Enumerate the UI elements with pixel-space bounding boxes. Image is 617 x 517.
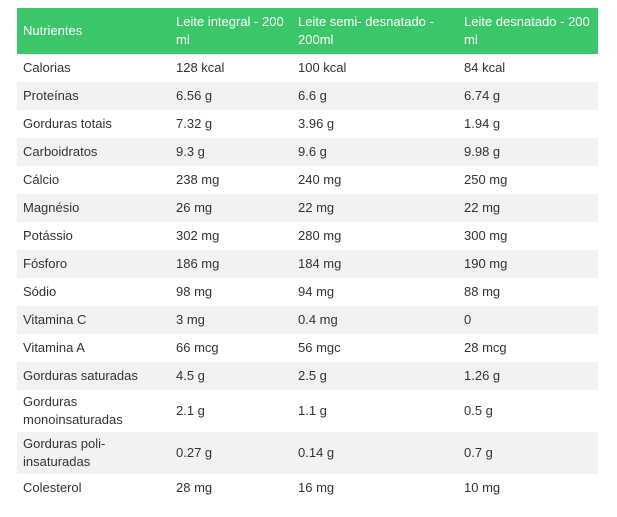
table-row: Carboidratos 9.3 g 9.6 g 9.98 g — [17, 138, 598, 166]
value-desnatado: 9.98 g — [458, 138, 598, 166]
value-semi-desnatado: 184 mg — [292, 250, 458, 278]
value-desnatado: 0.5 g — [458, 390, 598, 432]
value-desnatado: 10 mg — [458, 474, 598, 502]
value-semi-desnatado: 1.1 g — [292, 390, 458, 432]
value-desnatado: 1.94 g — [458, 110, 598, 138]
value-semi-desnatado: 0.14 g — [292, 432, 458, 474]
value-integral: 2.1 g — [170, 390, 292, 432]
nutrient-name: Gorduras poli-insaturadas — [17, 432, 170, 474]
value-integral: 128 kcal — [170, 54, 292, 82]
value-integral: 3 mg — [170, 306, 292, 334]
value-integral: 186 mg — [170, 250, 292, 278]
nutrient-name: Gorduras saturadas — [17, 362, 170, 390]
value-semi-desnatado: 56 mgc — [292, 334, 458, 362]
value-semi-desnatado: 6.6 g — [292, 82, 458, 110]
nutrient-name: Colesterol — [17, 474, 170, 502]
value-desnatado: 84 kcal — [458, 54, 598, 82]
table-body: Calorias 128 kcal 100 kcal 84 kcal Prote… — [17, 54, 598, 502]
header-leite-semi-desnatado: Leite semi- desnatado - 200ml — [292, 8, 458, 54]
value-integral: 4.5 g — [170, 362, 292, 390]
nutrition-comparison-table: Nutrientes Leite integral - 200 ml Leite… — [17, 8, 598, 502]
table-row: Vitamina C 3 mg 0.4 mg 0 — [17, 306, 598, 334]
value-desnatado: 0.7 g — [458, 432, 598, 474]
value-semi-desnatado: 0.4 mg — [292, 306, 458, 334]
table-row: Gorduras poli-insaturadas 0.27 g 0.14 g … — [17, 432, 598, 474]
nutrient-name: Proteínas — [17, 82, 170, 110]
value-semi-desnatado: 3.96 g — [292, 110, 458, 138]
header-nutrientes: Nutrientes — [17, 8, 170, 54]
nutrient-name: Cálcio — [17, 166, 170, 194]
value-semi-desnatado: 9.6 g — [292, 138, 458, 166]
value-desnatado: 28 mcg — [458, 334, 598, 362]
table-row: Gorduras totais 7.32 g 3.96 g 1.94 g — [17, 110, 598, 138]
table-row: Magnésio 26 mg 22 mg 22 mg — [17, 194, 598, 222]
nutrient-name: Gorduras totais — [17, 110, 170, 138]
value-desnatado: 0 — [458, 306, 598, 334]
value-desnatado: 22 mg — [458, 194, 598, 222]
value-desnatado: 88 mg — [458, 278, 598, 306]
value-desnatado: 250 mg — [458, 166, 598, 194]
value-integral: 26 mg — [170, 194, 292, 222]
table-header: Nutrientes Leite integral - 200 ml Leite… — [17, 8, 598, 54]
nutrient-name: Fósforo — [17, 250, 170, 278]
nutrition-table-container: Nutrientes Leite integral - 200 ml Leite… — [17, 8, 598, 502]
table-row: Gorduras monoinsaturadas 2.1 g 1.1 g 0.5… — [17, 390, 598, 432]
nutrient-name: Sódio — [17, 278, 170, 306]
nutrient-name: Vitamina C — [17, 306, 170, 334]
nutrient-name: Calorias — [17, 54, 170, 82]
nutrient-name: Potássio — [17, 222, 170, 250]
value-desnatado: 1.26 g — [458, 362, 598, 390]
value-integral: 98 mg — [170, 278, 292, 306]
nutrient-name: Gorduras monoinsaturadas — [17, 390, 170, 432]
nutrient-name: Vitamina A — [17, 334, 170, 362]
table-row: Gorduras saturadas 4.5 g 2.5 g 1.26 g — [17, 362, 598, 390]
value-desnatado: 6.74 g — [458, 82, 598, 110]
nutrient-name: Carboidratos — [17, 138, 170, 166]
value-semi-desnatado: 16 mg — [292, 474, 458, 502]
table-row: Vitamina A 66 mcg 56 mgc 28 mcg — [17, 334, 598, 362]
value-desnatado: 190 mg — [458, 250, 598, 278]
value-integral: 0.27 g — [170, 432, 292, 474]
value-integral: 28 mg — [170, 474, 292, 502]
value-integral: 9.3 g — [170, 138, 292, 166]
table-row: Proteínas 6.56 g 6.6 g 6.74 g — [17, 82, 598, 110]
table-row: Colesterol 28 mg 16 mg 10 mg — [17, 474, 598, 502]
value-semi-desnatado: 240 mg — [292, 166, 458, 194]
header-row: Nutrientes Leite integral - 200 ml Leite… — [17, 8, 598, 54]
value-integral: 6.56 g — [170, 82, 292, 110]
value-integral: 302 mg — [170, 222, 292, 250]
table-row: Calorias 128 kcal 100 kcal 84 kcal — [17, 54, 598, 82]
value-semi-desnatado: 100 kcal — [292, 54, 458, 82]
table-row: Fósforo 186 mg 184 mg 190 mg — [17, 250, 598, 278]
value-integral: 66 mcg — [170, 334, 292, 362]
table-row: Potássio 302 mg 280 mg 300 mg — [17, 222, 598, 250]
table-row: Sódio 98 mg 94 mg 88 mg — [17, 278, 598, 306]
value-semi-desnatado: 22 mg — [292, 194, 458, 222]
value-integral: 7.32 g — [170, 110, 292, 138]
header-leite-integral: Leite integral - 200 ml — [170, 8, 292, 54]
value-semi-desnatado: 2.5 g — [292, 362, 458, 390]
value-integral: 238 mg — [170, 166, 292, 194]
value-semi-desnatado: 280 mg — [292, 222, 458, 250]
nutrient-name: Magnésio — [17, 194, 170, 222]
value-desnatado: 300 mg — [458, 222, 598, 250]
value-semi-desnatado: 94 mg — [292, 278, 458, 306]
table-row: Cálcio 238 mg 240 mg 250 mg — [17, 166, 598, 194]
header-leite-desnatado: Leite desnatado - 200 ml — [458, 8, 598, 54]
